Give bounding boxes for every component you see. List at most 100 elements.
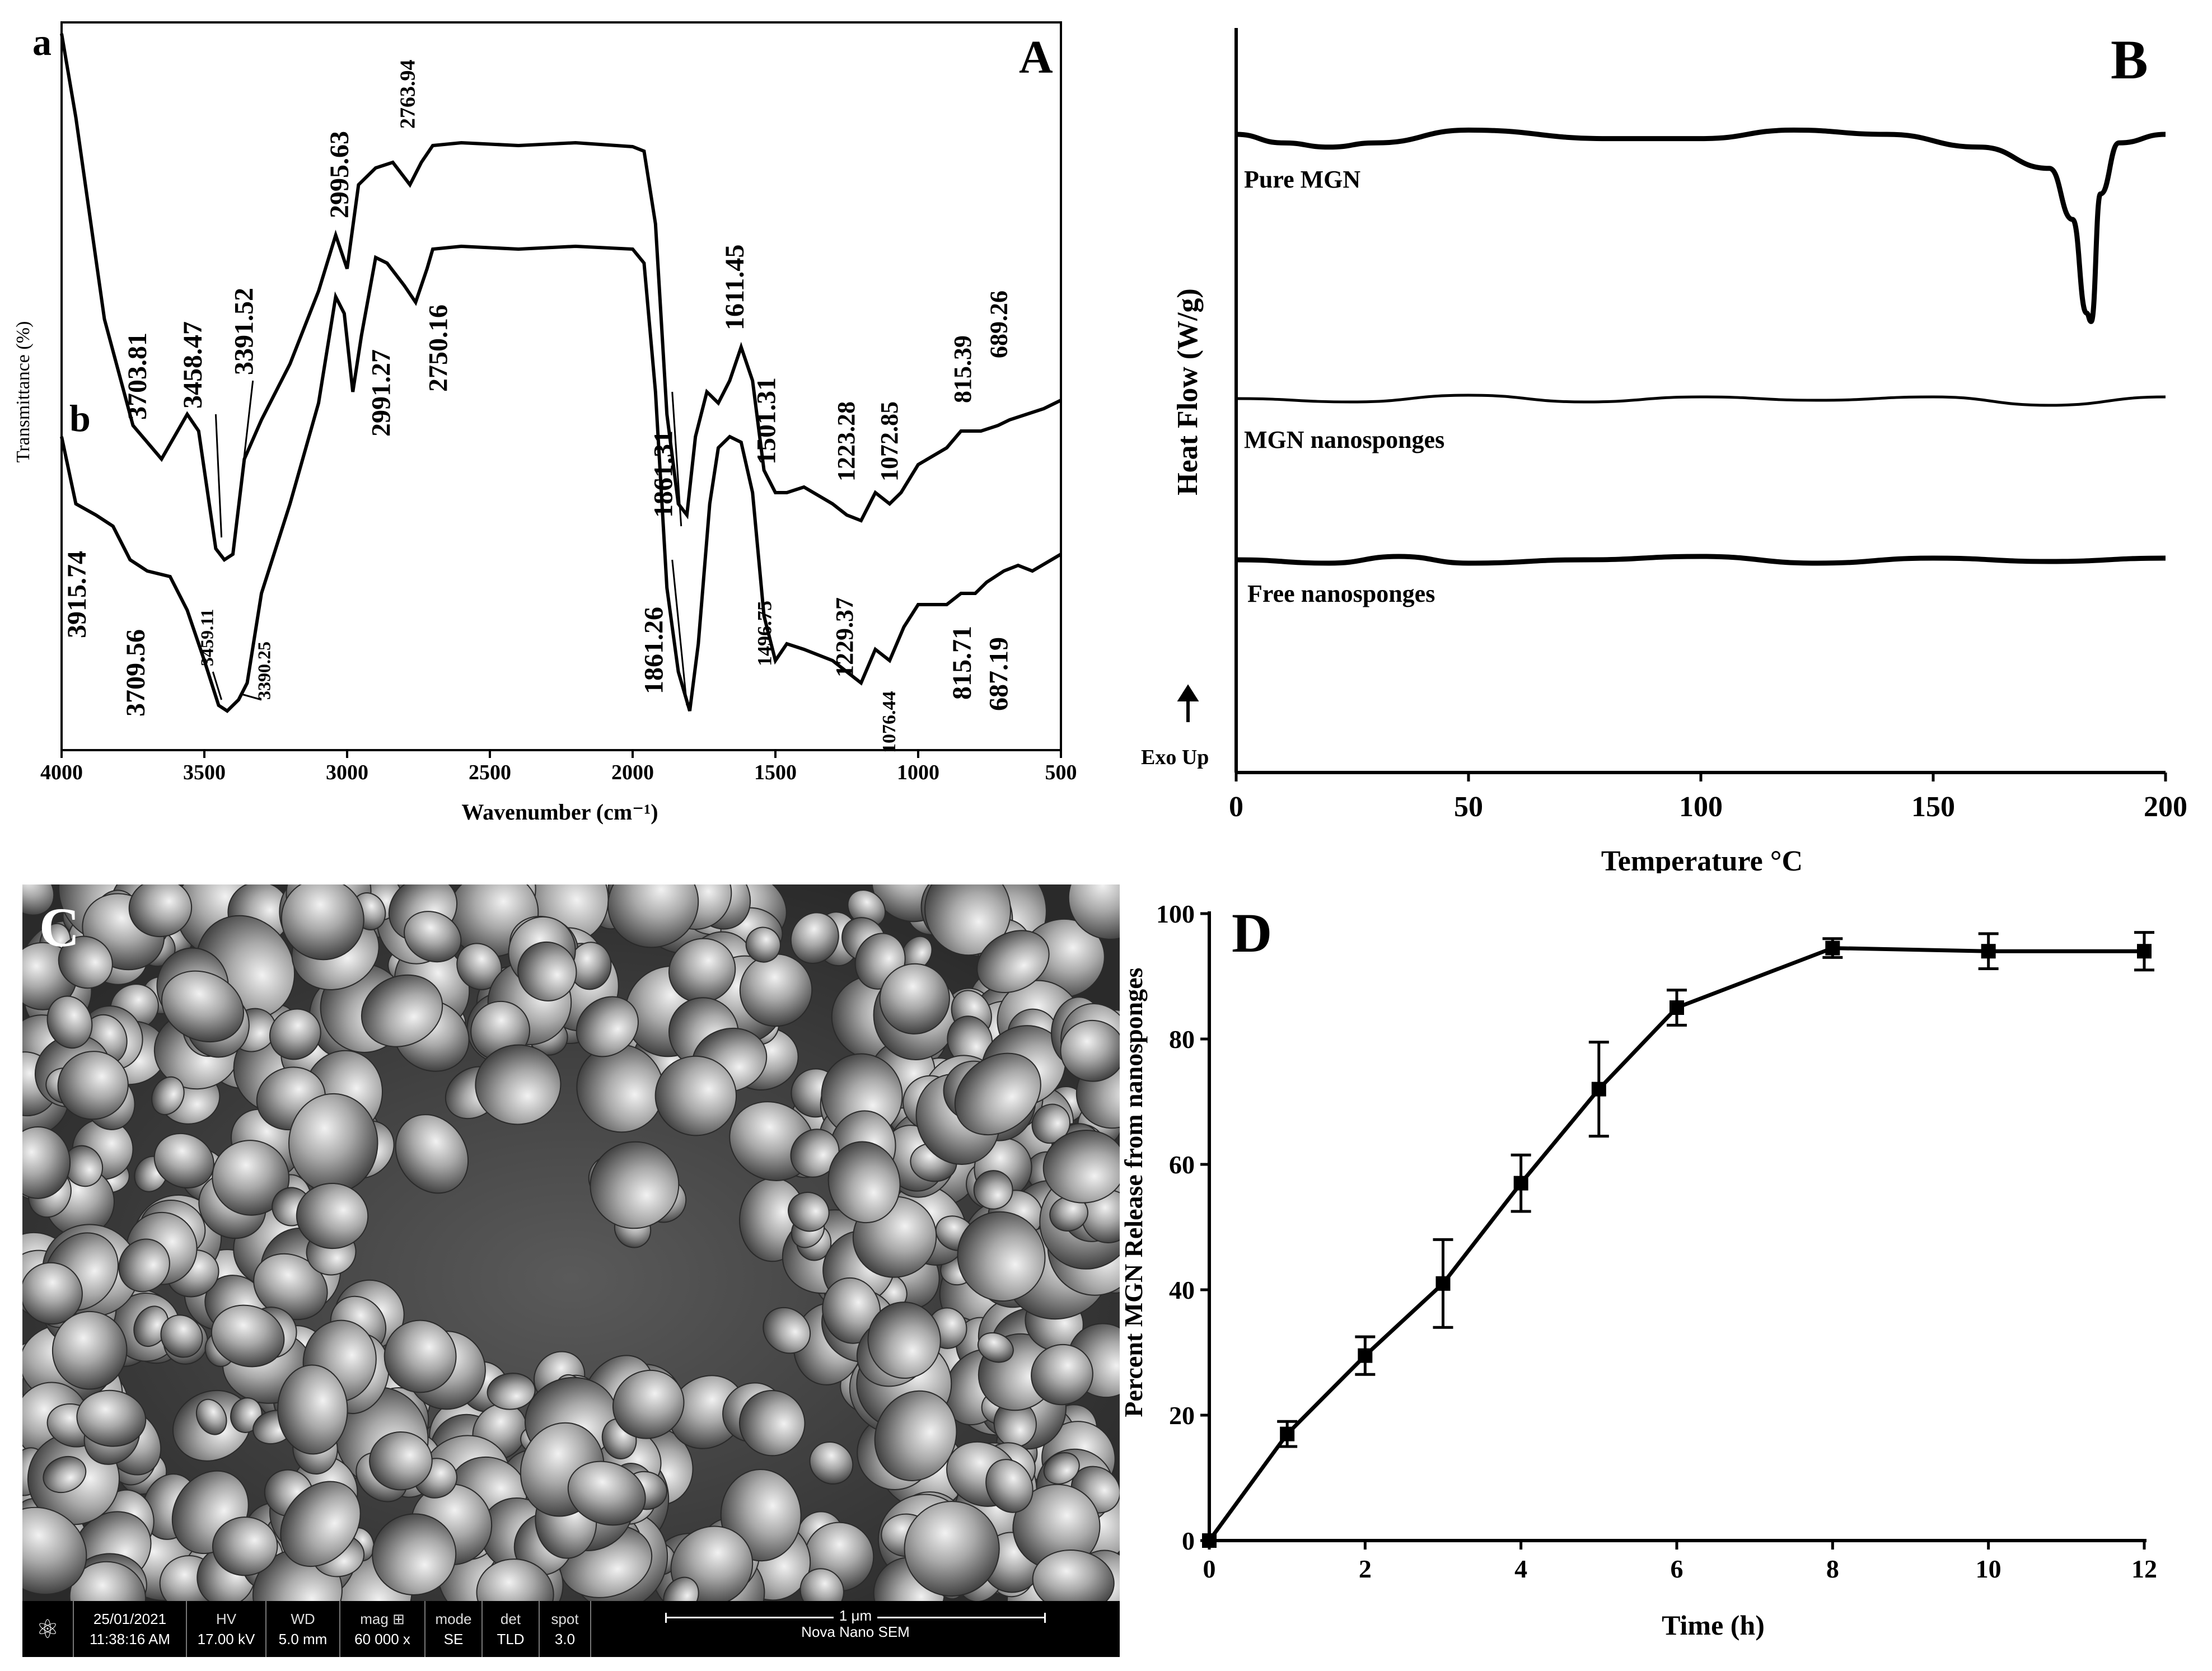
release-panel: 0 20 40 60 80 100 0 2 4 6 8 10 12 D Time (h) Percent… bbox=[1119, 884, 2212, 1668]
sem-particle bbox=[20, 1262, 83, 1325]
sem-particle bbox=[668, 938, 736, 1003]
sem-mode: mode SE bbox=[425, 1601, 483, 1657]
sem-particle bbox=[612, 1369, 685, 1439]
ftir-peak-label-b: 815.71 bbox=[947, 626, 977, 700]
release-data-point bbox=[1280, 1426, 1295, 1441]
release-data-point bbox=[1513, 1176, 1528, 1191]
ftir-x-tick-label: 1000 bbox=[897, 761, 939, 784]
sem-date: 25/01/2021 bbox=[93, 1611, 167, 1627]
release-y-axis-label: Percent MGN Release from nanosponges bbox=[1120, 967, 1148, 1417]
sem-wd: WD 5.0 mm bbox=[266, 1601, 340, 1657]
sem-particle bbox=[954, 1052, 1041, 1136]
ftir-peak-label-a: 689.26 bbox=[985, 291, 1012, 358]
release-x-tick-label: 4 bbox=[1514, 1555, 1527, 1583]
dsc-chart: 0 50 100 150 200 B Pure MGN MGN nanosponges … bbox=[1141, 28, 2187, 877]
sem-particle bbox=[277, 1364, 348, 1455]
ftir-peak-label-a: 3458.47 bbox=[178, 321, 208, 409]
ftir-x-tick-label: 3000 bbox=[326, 761, 368, 784]
ftir-peak-arrow bbox=[214, 414, 223, 538]
ftir-curve-b bbox=[60, 244, 1062, 713]
ftir-peak-label-b: 3390.25 bbox=[254, 642, 274, 700]
sem-spot: spot 3.0 bbox=[540, 1601, 591, 1657]
sem-det: det TLD bbox=[483, 1601, 540, 1657]
sem-particle bbox=[487, 1373, 536, 1410]
panel-letter-d: D bbox=[1232, 902, 1272, 964]
ftir-peak-label-b: 1861.26 bbox=[639, 607, 669, 694]
release-x-tick-label: 2 bbox=[1359, 1555, 1372, 1583]
sem-particle bbox=[867, 1302, 941, 1379]
dsc-curve-pure-mgn bbox=[1236, 127, 2166, 324]
release-data-point bbox=[1435, 1276, 1451, 1291]
sem-particle bbox=[43, 1456, 87, 1494]
sem-particle bbox=[977, 1332, 1014, 1363]
sem-particle bbox=[738, 1390, 806, 1457]
sem-particle bbox=[475, 1044, 562, 1125]
ftir-peak-label-a: 815.39 bbox=[949, 335, 976, 403]
sem-particle bbox=[58, 935, 113, 989]
release-x-tick-label: 12 bbox=[2131, 1555, 2157, 1583]
sem-particle bbox=[161, 970, 245, 1043]
ftir-x-tick-label: 500 bbox=[1045, 761, 1077, 784]
release-y-tick-label: 40 bbox=[1169, 1276, 1195, 1304]
ftir-y-axis-label: Transmittance (%) bbox=[13, 321, 34, 463]
scale-label: 1 μm bbox=[833, 1605, 878, 1626]
sem-time: 11:38:16 AM bbox=[89, 1631, 171, 1647]
ftir-peak-label-b: 3915.74 bbox=[62, 551, 92, 638]
dsc-x-tick-label: 0 bbox=[1229, 791, 1243, 823]
sem-particle bbox=[1043, 1452, 1080, 1485]
sem-particle bbox=[153, 1132, 214, 1189]
release-data-point bbox=[1981, 944, 1996, 959]
sem-hv: HV 17.00 kV bbox=[187, 1601, 266, 1657]
sem-particle bbox=[160, 1314, 203, 1358]
sem-particle bbox=[361, 974, 443, 1047]
ftir-peak-label-a: 1611.45 bbox=[720, 245, 750, 330]
ftir-peak-label-b: 1496.75 bbox=[753, 601, 775, 666]
sem-particle bbox=[296, 1182, 369, 1249]
sem-particle bbox=[874, 1390, 957, 1481]
ftir-peak-arrow bbox=[233, 380, 254, 544]
release-data-point bbox=[1358, 1348, 1373, 1363]
ftir-peak-label-a: 3703.81 bbox=[123, 333, 152, 420]
ftir-peak-arrow bbox=[241, 693, 262, 701]
ftir-x-tick-label: 2500 bbox=[469, 761, 511, 784]
sem-particle bbox=[118, 1238, 170, 1293]
sem-info-bar: ⚛ 25/01/2021 11:38:16 AM HV 17.00 kV WD … bbox=[22, 1601, 1120, 1657]
ftir-peak-arrow bbox=[671, 391, 682, 527]
release-data-point bbox=[1202, 1533, 1217, 1548]
ftir-peak-label-a: 3391.52 bbox=[230, 288, 259, 375]
sem-particle bbox=[957, 1211, 1046, 1302]
ftir-peak-label-b: 1229.37 bbox=[831, 597, 858, 677]
dsc-x-axis-label: Temperature °C bbox=[1601, 845, 1803, 873]
release-x-tick-label: 6 bbox=[1671, 1555, 1683, 1583]
sem-particle bbox=[763, 1307, 811, 1354]
sem-panel: C ⚛ 25/01/2021 11:38:16 AM HV 17.00 kV W… bbox=[0, 840, 1154, 1657]
exo-up-arrow-icon bbox=[1177, 684, 1199, 722]
release-y-tick-label: 100 bbox=[1156, 900, 1195, 928]
sem-particle bbox=[57, 1051, 129, 1120]
sem-particle bbox=[976, 930, 1050, 994]
release-line bbox=[1208, 946, 2144, 1542]
ftir-peak-label-a: 1072.85 bbox=[876, 401, 903, 481]
panel-letter-c: C bbox=[39, 896, 79, 958]
sem-datetime: 25/01/2021 11:38:16 AM bbox=[74, 1601, 187, 1657]
ftir-curve-a bbox=[60, 33, 1062, 563]
ftir-x-tick-label: 2000 bbox=[611, 761, 654, 784]
sem-particle bbox=[879, 963, 950, 1035]
ftir-x-tick-label: 1500 bbox=[754, 761, 797, 784]
ftir-peak-label-b: 3459.11 bbox=[197, 609, 217, 666]
curve-label-a: a bbox=[32, 21, 52, 63]
release-x-tick-label: 0 bbox=[1203, 1555, 1216, 1583]
dsc-x-tick-label: 50 bbox=[1454, 791, 1483, 823]
panel-letter-a: A bbox=[1019, 31, 1053, 83]
sem-particle bbox=[809, 1441, 854, 1485]
ftir-chart: 4000 3500 3000 2500 2000 1500 1000 500 3703.81 3… bbox=[13, 21, 1077, 825]
ftir-peak-label-a: 2763.94 bbox=[396, 60, 419, 129]
sem-particle bbox=[404, 911, 462, 963]
ftir-peak-label-a: 1501.31 bbox=[751, 377, 781, 465]
release-y-tick-label: 80 bbox=[1169, 1025, 1195, 1054]
sem-particle bbox=[822, 1277, 881, 1344]
ftir-peak-label-a: 1223.28 bbox=[833, 401, 860, 481]
sem-particle bbox=[973, 1170, 1013, 1210]
release-data-point bbox=[2137, 944, 2152, 959]
ftir-peak-label-a: 2995.63 bbox=[325, 131, 354, 218]
